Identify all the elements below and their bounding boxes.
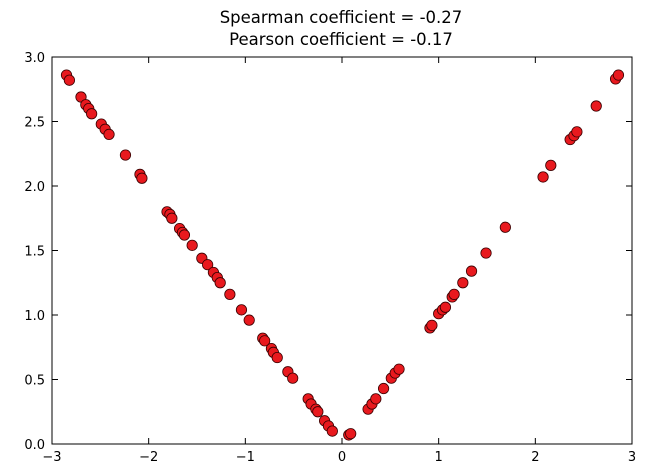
data-point [545,159,557,171]
y-tick-label: 0.5 [24,374,45,389]
data-point [224,288,236,300]
data-point [393,363,405,375]
data-point [590,100,602,112]
y-tick-label: 2.0 [24,180,45,195]
x-tick-label: 2 [531,450,539,465]
data-point [377,382,390,395]
data-point [571,126,583,138]
data-point [326,425,338,437]
y-tick-label: 0.0 [24,438,45,453]
x-tick-label: −2 [139,450,158,465]
data-point [63,74,76,86]
data-point [259,335,271,347]
y-tick-label: 1.5 [24,245,45,260]
y-tick-label: 2.5 [24,116,45,131]
data-point [370,393,382,405]
data-point [537,171,549,183]
x-tick-label: −3 [42,450,61,465]
data-point [612,69,625,81]
data-point [287,372,299,384]
data-point [465,265,478,277]
data-points [60,69,625,441]
data-point [186,239,198,251]
data-point [345,428,357,440]
data-point [214,277,226,289]
data-point [178,229,191,241]
data-point [480,247,492,259]
x-tick-label: 0 [338,450,346,465]
data-point [103,128,115,140]
x-tick-label: 3 [628,450,636,465]
chart-title-line-1: Spearman coefficient = -0.27 [220,8,463,27]
chart-title-line-2: Pearson coefficient = -0.17 [229,30,453,49]
data-point [202,259,214,271]
y-tick-label: 1.0 [24,309,45,324]
data-point [136,172,148,184]
x-tick-label: 1 [435,450,443,465]
data-point [457,277,469,289]
data-point [448,288,460,300]
data-point [166,212,178,224]
data-point [235,304,248,316]
data-point [119,149,132,161]
data-point [243,314,255,326]
axis-ticks: −3 −2 −1 0 1 2 3 0.0 0.5 1.0 1.5 2.0 2.5 3.0 [24,51,636,465]
y-tick-label: 3.0 [24,51,45,66]
x-tick-label: −1 [236,450,255,465]
data-point [499,221,511,233]
data-point [426,319,438,331]
data-point [86,108,98,120]
data-point [439,301,452,313]
data-point [312,406,324,418]
plot-frame [51,56,633,445]
data-point [271,351,283,364]
